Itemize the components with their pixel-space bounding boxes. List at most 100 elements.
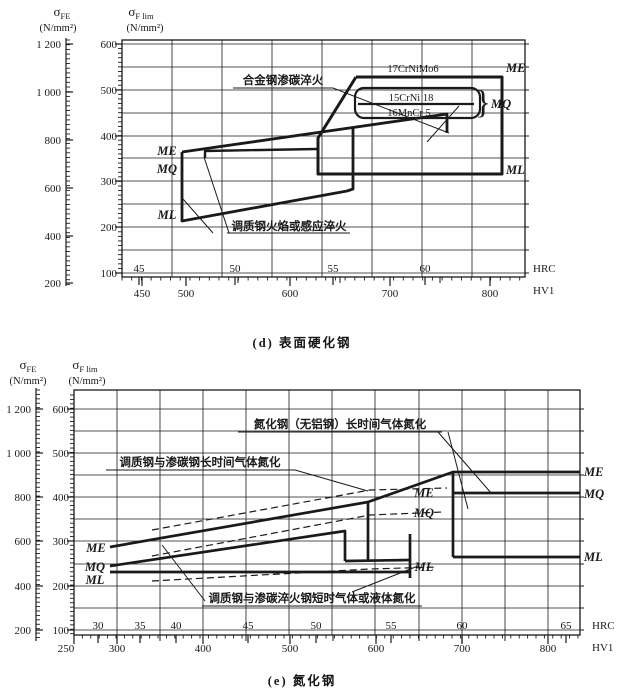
grade-me-mid: ME (413, 486, 433, 500)
grade-mq-right: MQ (583, 487, 604, 501)
sigma-flim-tick-label: 500 (53, 448, 70, 460)
label-shorttime-nitrided: 调质钢与渗碳淬火钢短时气体或液体氮化 (209, 591, 416, 605)
hv1-tick-label: 500 (282, 643, 299, 655)
carburized-region-outline (316, 75, 504, 176)
sigma-fe-tick-label: 400 (45, 231, 62, 243)
label-15crni18: 15CrNi 18 (389, 93, 434, 104)
box-bottom-join (344, 558, 411, 563)
hrc-tick-label: 50 (230, 263, 242, 275)
grade-ml-left: ML (157, 208, 177, 222)
hrc-tick-label: 45 (134, 263, 146, 275)
qt-leader-2 (182, 198, 214, 234)
hrc-tick-label: 55 (328, 263, 340, 275)
hv1-tick-label: 300 (109, 643, 126, 655)
nitrided-me-line (109, 470, 580, 549)
sigma-fe-tick-label: 1 200 (6, 404, 31, 416)
hrc-tick-label: 35 (135, 620, 147, 632)
hrc-tick-label: 45 (243, 620, 255, 632)
sigma-fe-axis-unit: (N/mm²) (40, 23, 77, 34)
qt-mq-line (203, 147, 318, 158)
sigma-fe-tick-label: 1 200 (36, 39, 61, 51)
hv1-tick-label: 800 (540, 643, 557, 655)
label-qt-flame-induction: 调质钢火焰或感应淬火 (232, 219, 347, 233)
qt-leader-1 (203, 156, 230, 234)
caption-d: (d) 表面硬化钢 (252, 336, 352, 350)
carburized-leader-1 (332, 87, 450, 134)
hrc-tick-label: 40 (171, 620, 183, 632)
shorttime-mq-line (109, 529, 347, 568)
sigma-flim-tick-label: 200 (53, 581, 70, 593)
plot-frame-e (73, 389, 581, 636)
grade-me-left: ME (85, 541, 105, 555)
shorttime-leader-2 (351, 565, 419, 593)
grade-me-left: ME (156, 144, 176, 158)
sigma-flim-tick-label: 100 (53, 625, 70, 637)
grade-mq-mid: MQ (413, 506, 434, 520)
sigma-fe-tick-label: 600 (15, 536, 32, 548)
hv1-tick-label: 700 (454, 643, 471, 655)
sigma-flim-axis-label: σF lim (128, 4, 154, 21)
sigma-flim-tick-label: 400 (101, 131, 118, 143)
grade-mq-left: MQ (84, 560, 105, 574)
hv1-axis-title: HV1 (533, 285, 554, 297)
label-16mncr5: 16MnCr 5 (387, 108, 430, 119)
sigma-fe-axis-label: σFE (20, 357, 37, 374)
hrc-axis-title: HRC (533, 263, 556, 275)
sigma-flim-tick-label: 100 (101, 268, 118, 280)
hrc-tick-label: 55 (386, 620, 398, 632)
hrc-tick-label: 60 (420, 263, 432, 275)
hrc-tick-label: 50 (311, 620, 323, 632)
carburized-mq-band (353, 86, 482, 120)
sigma-flim-tick-label: 400 (53, 492, 70, 504)
shorttime-leader-1 (161, 544, 206, 602)
sigma-fe-tick-label: 800 (15, 492, 32, 504)
hv1-tick-label: 450 (134, 288, 151, 300)
sigma-fe-tick-label: 200 (15, 625, 32, 637)
sigma-flim-axis-unit: (N/mm²) (127, 23, 164, 34)
sigma-flim-axis-unit: (N/mm²) (69, 376, 106, 387)
sigma-flim-tick-label: 500 (101, 85, 118, 97)
grade-ml-right: ML (505, 163, 525, 177)
label-17crnimo6: 17CrNiMo6 (387, 64, 438, 75)
hv1-axis-title: HV1 (592, 642, 613, 654)
hv1-tick-label: 500 (178, 288, 195, 300)
sigma-flim-axis-label: σF lim (72, 357, 98, 374)
label-carburized-alloy-steel: 合金钢渗碳淬火 (243, 73, 324, 87)
qt-me-line (181, 112, 449, 154)
hrc-tick-label: 30 (93, 620, 105, 632)
longtime-me-dashed (151, 487, 448, 531)
hrc-tick-label: 65 (561, 620, 573, 632)
carburized-leader-2 (426, 105, 460, 143)
hv1-tick-label: 250 (58, 643, 75, 655)
longtime-mq-dashed (151, 511, 444, 557)
grade-ml-left: ML (85, 573, 105, 587)
hv1-tick-label: 700 (382, 288, 399, 300)
mq-brace: } (475, 85, 491, 121)
hrc-axis-title: HRC (592, 620, 615, 632)
grade-mq-left: MQ (156, 162, 177, 176)
sigma-fe-tick-label: 200 (45, 278, 62, 290)
grade-mq-right: MQ (490, 97, 511, 111)
sigma-flim-tick-label: 300 (53, 536, 70, 548)
hrc-tick-label: 60 (457, 620, 469, 632)
sigma-flim-tick-label: 600 (101, 39, 118, 51)
label-nitriding-steel: 氮化钢（无铝钢）长时间气体氮化 (254, 417, 427, 431)
grade-ml-right: ML (583, 550, 603, 564)
sigma-fe-tick-label: 600 (45, 183, 62, 195)
hv1-tick-label: 600 (368, 643, 385, 655)
longtime-leader (294, 469, 369, 492)
nitriding-leader-2 (447, 431, 469, 510)
grade-me-right: ME (583, 465, 603, 479)
sigma-flim-tick-label: 200 (101, 222, 118, 234)
longtime-ml-dashed (151, 566, 438, 582)
sigma-fe-tick-label: 800 (45, 135, 62, 147)
qt-region-outline (180, 128, 355, 223)
sigma-fe-tick-label: 1 000 (6, 448, 31, 460)
sigma-flim-tick-label: 300 (101, 176, 118, 188)
label-longtime-gas-nitrided: 调质钢与渗碳钢长时间气体氮化 (120, 455, 281, 469)
hv1-tick-label: 400 (195, 643, 212, 655)
nitriding-leader-1 (437, 431, 493, 495)
sigma-fe-tick-label: 1 000 (36, 87, 61, 99)
